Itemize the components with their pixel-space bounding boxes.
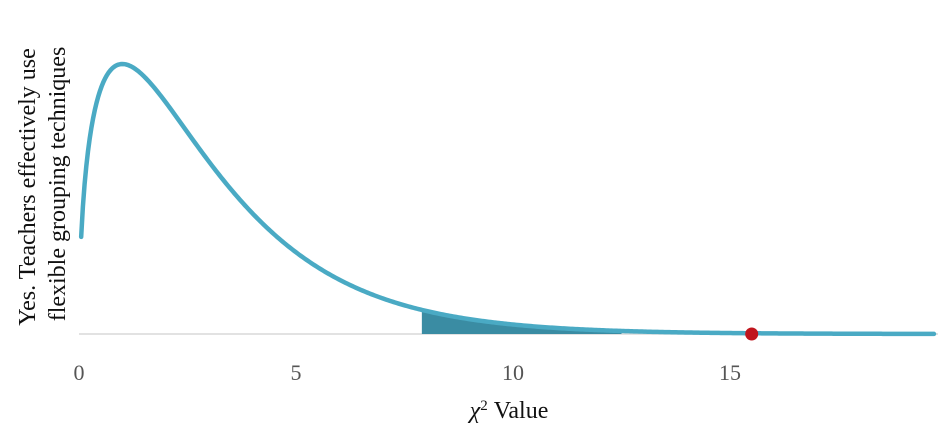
density-curve (78, 61, 937, 337)
test-statistic-marker (745, 327, 759, 341)
x-tick-label: 10 (502, 360, 524, 385)
x-tick-label: 5 (291, 360, 302, 385)
y-axis-title-line-2: flexible grouping techniques (45, 47, 71, 322)
x-axis-ticks: 0 5 10 15 (74, 360, 742, 385)
x-axis-title: χ2 Value (468, 398, 549, 424)
x-axis-superscript: 2 (480, 398, 488, 414)
x-axis-label-text: Value (494, 398, 549, 424)
x-tick-label: 15 (719, 360, 741, 385)
x-tick-label: 0 (74, 360, 85, 385)
y-axis-title: Yes. Teachers effectively use flexible g… (15, 42, 71, 326)
x-axis-symbol: χ (468, 398, 482, 424)
rejection-region-area (421, 309, 622, 334)
plot-area (78, 61, 938, 341)
y-axis-title-line-1: Yes. Teachers effectively use (15, 48, 41, 326)
